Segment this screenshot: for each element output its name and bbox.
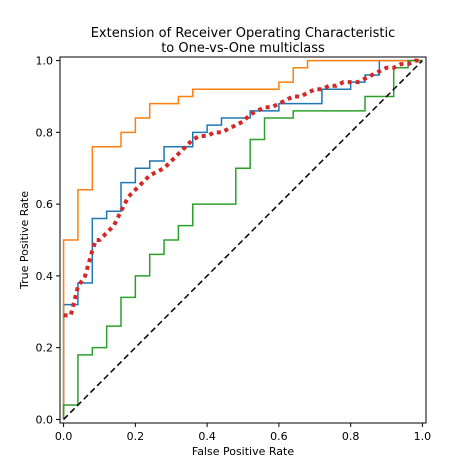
series-line-4: [63, 60, 423, 420]
x-axis-ticks: 0.0 0.2 0.4 0.6 0.8 1.0: [55, 423, 431, 443]
series-layer: [62, 58, 423, 420]
x-tick-label: 0.0: [55, 430, 73, 443]
y-tick-label: 0.8: [36, 126, 54, 139]
plot-area: [62, 58, 423, 420]
series-line-3: [63, 58, 423, 318]
y-axis-ticks: 0.0 0.2 0.4 0.6 0.8 1.0: [36, 55, 60, 426]
series-line-0: [62, 59, 423, 420]
y-tick-label: 0.0: [36, 413, 54, 426]
x-axis-label: False Positive Rate: [192, 445, 294, 458]
y-axis-label: True Positive Rate: [18, 191, 31, 290]
x-tick-label: 0.6: [270, 430, 288, 443]
x-tick-label: 0.8: [342, 430, 360, 443]
chart-title-line-1: Extension of Receiver Operating Characte…: [91, 26, 396, 41]
y-tick-label: 0.4: [36, 270, 54, 283]
chart-title-line-2: to One-vs-One multiclass: [161, 41, 325, 56]
y-tick-label: 0.2: [36, 342, 54, 355]
x-tick-label: 1.0: [414, 430, 432, 443]
x-tick-label: 0.4: [198, 430, 216, 443]
y-tick-label: 1.0: [36, 55, 54, 68]
x-tick-label: 0.2: [127, 430, 145, 443]
series-line-1: [62, 59, 423, 420]
y-tick-label: 0.6: [36, 198, 54, 211]
series-line-2: [62, 59, 423, 420]
plot-frame: [59, 56, 427, 424]
